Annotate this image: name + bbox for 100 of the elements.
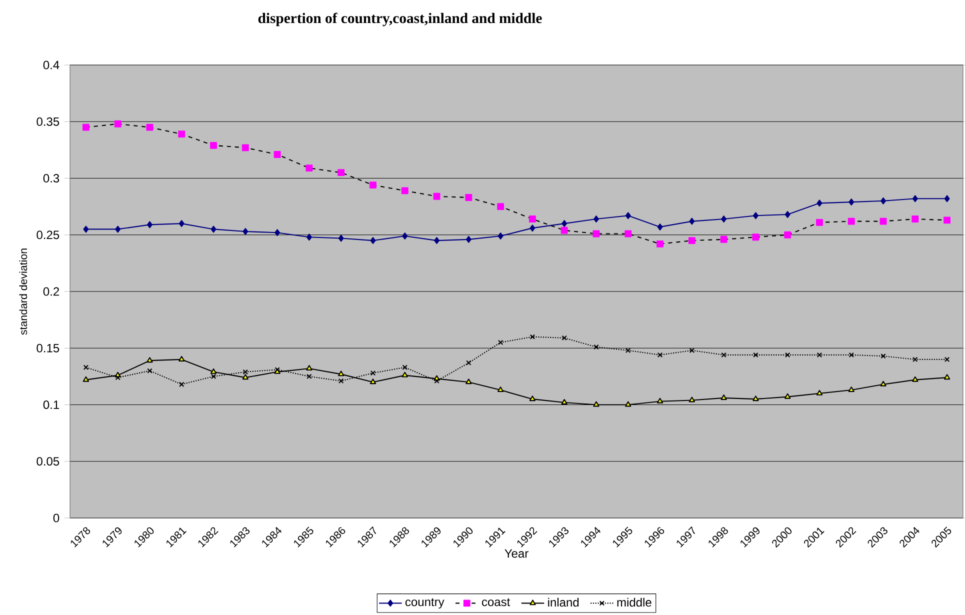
y-tick-label: 0 — [53, 514, 60, 522]
point — [338, 169, 345, 176]
point — [816, 390, 823, 396]
point — [784, 231, 792, 238]
point — [594, 216, 599, 222]
point — [210, 374, 216, 380]
point — [848, 198, 854, 206]
point — [593, 401, 600, 407]
point — [625, 212, 631, 220]
point — [912, 195, 918, 202]
point — [466, 360, 472, 366]
point — [689, 348, 695, 353]
point — [848, 386, 854, 392]
legend-label: country — [405, 598, 444, 609]
point — [114, 120, 122, 128]
point — [656, 240, 664, 248]
point — [561, 399, 568, 404]
point — [178, 220, 184, 228]
y-tick-label: 0.4 — [43, 60, 60, 70]
point — [466, 236, 472, 243]
point — [848, 218, 855, 225]
point — [306, 365, 312, 371]
point — [497, 203, 504, 210]
point — [402, 364, 408, 370]
point — [657, 352, 663, 358]
point — [146, 124, 154, 131]
point — [657, 223, 663, 230]
x-axis-title: Year — [504, 549, 528, 558]
point — [306, 164, 313, 172]
point — [721, 216, 727, 222]
point — [880, 218, 887, 225]
legend-label: middle — [617, 598, 652, 607]
point — [306, 234, 312, 241]
point — [433, 192, 440, 200]
point — [816, 352, 822, 358]
point — [274, 229, 280, 236]
point — [147, 368, 152, 374]
point — [752, 212, 758, 220]
point — [370, 370, 376, 376]
point — [370, 237, 376, 244]
point — [880, 353, 886, 359]
y-tick-label: 0.05 — [36, 457, 60, 466]
point — [880, 197, 886, 204]
point — [753, 352, 758, 358]
point — [210, 142, 217, 149]
point — [82, 124, 90, 131]
point — [530, 334, 536, 340]
point — [210, 368, 217, 374]
point — [529, 396, 536, 402]
point — [752, 234, 760, 241]
point — [656, 398, 664, 404]
y-axis-title: standard deviation — [19, 248, 28, 335]
point — [178, 130, 186, 138]
point — [848, 352, 854, 358]
point — [83, 364, 89, 370]
point — [498, 232, 504, 240]
point — [784, 393, 791, 399]
y-tick-label: 0.25 — [36, 230, 60, 240]
point — [944, 195, 950, 202]
point — [498, 340, 504, 346]
point — [370, 378, 376, 384]
point — [115, 226, 121, 233]
legend-label: inland — [548, 598, 579, 607]
point — [784, 211, 790, 218]
point — [83, 226, 89, 233]
point — [82, 376, 90, 382]
point — [721, 352, 726, 358]
point — [912, 376, 918, 382]
point — [530, 224, 536, 232]
y-tick-label: 0.15 — [36, 344, 60, 352]
point — [146, 357, 153, 363]
point — [784, 352, 790, 358]
y-tick-label: 0.3 — [43, 174, 60, 183]
point — [179, 382, 184, 387]
point — [210, 226, 216, 233]
point — [944, 374, 950, 380]
point — [242, 144, 249, 152]
point — [592, 230, 600, 238]
point — [242, 228, 248, 235]
point — [720, 394, 727, 400]
point — [752, 396, 759, 402]
point — [242, 369, 248, 375]
point — [146, 221, 152, 228]
point — [274, 151, 281, 158]
point — [944, 216, 951, 224]
point — [625, 401, 632, 407]
point — [434, 237, 440, 244]
point — [401, 187, 408, 194]
point — [944, 356, 950, 362]
point — [338, 378, 344, 384]
point — [178, 356, 185, 362]
point — [338, 234, 344, 242]
y-tick-label: 0.2 — [43, 287, 59, 296]
point — [912, 216, 919, 222]
point — [624, 230, 632, 238]
y-tick-label: 0.35 — [36, 117, 60, 126]
point — [688, 237, 696, 244]
point — [338, 370, 344, 376]
point — [912, 356, 918, 362]
y-tick-label: 0.1 — [43, 400, 60, 410]
